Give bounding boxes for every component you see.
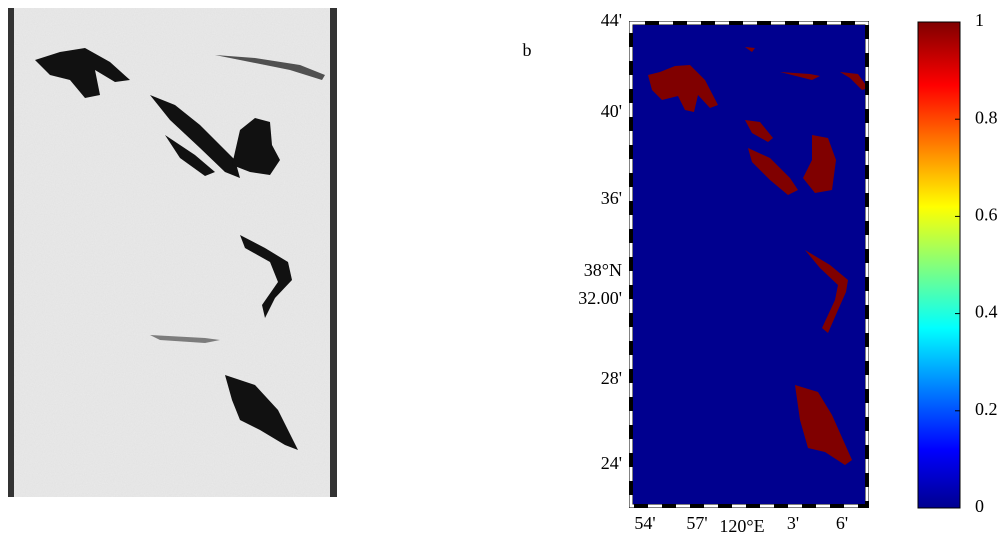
colorbar-tick-label: 0.2: [975, 399, 998, 419]
y-axis-label: 36': [601, 188, 622, 208]
y-axis-label: 24': [601, 453, 622, 473]
y-axis-label: 28': [601, 368, 622, 388]
x-axis-label: 120°E: [719, 516, 764, 536]
y-axis-label: 32.00': [578, 288, 622, 308]
x-axis-label: 54': [634, 513, 655, 533]
x-axis-label: 6': [836, 513, 848, 533]
colorbar-tick-label: 1: [975, 10, 984, 30]
y-axis-label: 40': [601, 101, 622, 121]
colorbar: 0 0.2 0.4 0.6 0.8 1: [917, 10, 998, 516]
colorbar-tick-label: 0.6: [975, 205, 998, 225]
x-axis-label: 3': [787, 513, 799, 533]
colorbar-tick-label: 0.8: [975, 107, 998, 127]
colorbar-tick-label: 0: [975, 496, 984, 516]
x-axis-label: 57': [686, 513, 707, 533]
sar-image: [8, 8, 337, 497]
colorbar-gradient: [917, 21, 961, 509]
panel-label: b: [523, 40, 532, 60]
y-axis-label: 38°N: [584, 260, 622, 280]
colorbar-tick-label: 0.4: [975, 302, 998, 322]
map: 44' 40' 36' 38°N 32.00' 28' 24' 54' 57' …: [578, 10, 869, 536]
y-axis-label: 44': [601, 10, 622, 30]
